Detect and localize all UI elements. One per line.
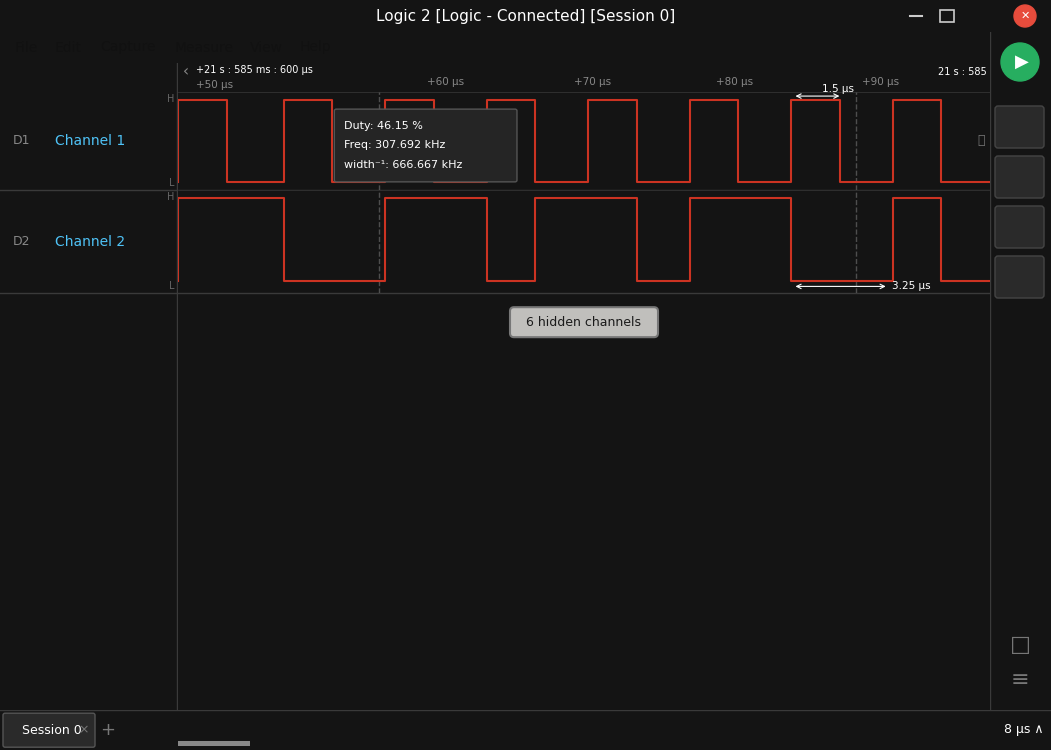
Text: 3.25 μs: 3.25 μs bbox=[892, 281, 931, 292]
Text: +50 µs: +50 µs bbox=[195, 80, 233, 90]
Text: Measure: Measure bbox=[176, 40, 234, 55]
Text: L: L bbox=[168, 178, 174, 188]
FancyBboxPatch shape bbox=[995, 206, 1044, 248]
FancyBboxPatch shape bbox=[995, 256, 1044, 298]
Text: +: + bbox=[101, 721, 116, 739]
Text: View: View bbox=[250, 40, 283, 55]
Text: width⁻¹: 666.667 kHz: width⁻¹: 666.667 kHz bbox=[345, 160, 462, 170]
Circle shape bbox=[1001, 43, 1039, 81]
Text: 1.5 μs: 1.5 μs bbox=[823, 85, 854, 94]
FancyBboxPatch shape bbox=[995, 156, 1044, 198]
Text: ▶: ▶ bbox=[1015, 53, 1029, 71]
Text: +70 µs: +70 µs bbox=[574, 76, 611, 87]
FancyBboxPatch shape bbox=[510, 308, 658, 338]
FancyBboxPatch shape bbox=[995, 106, 1044, 148]
Text: D1: D1 bbox=[14, 134, 30, 148]
FancyBboxPatch shape bbox=[3, 713, 95, 747]
Text: 21 s : 585: 21 s : 585 bbox=[939, 67, 987, 76]
Text: Channel 1: Channel 1 bbox=[55, 134, 125, 148]
Text: +80 µs: +80 µs bbox=[716, 76, 753, 87]
Text: H: H bbox=[167, 94, 174, 104]
Text: +21 s : 585 ms : 600 µs: +21 s : 585 ms : 600 µs bbox=[195, 65, 313, 75]
Text: Capture: Capture bbox=[100, 40, 156, 55]
Text: Session 0: Session 0 bbox=[22, 724, 82, 736]
Text: Channel 2: Channel 2 bbox=[55, 235, 125, 248]
Circle shape bbox=[1014, 5, 1036, 27]
FancyBboxPatch shape bbox=[334, 109, 517, 182]
Text: 8 μs ∧: 8 μs ∧ bbox=[1004, 724, 1043, 736]
FancyBboxPatch shape bbox=[178, 741, 250, 746]
Text: H: H bbox=[167, 192, 174, 202]
Text: Freq: 307.692 kHz: Freq: 307.692 kHz bbox=[345, 140, 446, 151]
Text: ≡: ≡ bbox=[1011, 670, 1029, 690]
Text: +90 µs: +90 µs bbox=[862, 76, 899, 87]
Text: ×: × bbox=[79, 724, 89, 736]
Text: 〜: 〜 bbox=[977, 134, 985, 148]
Text: Edit: Edit bbox=[55, 40, 82, 55]
Text: File: File bbox=[15, 40, 38, 55]
Text: ‹: ‹ bbox=[183, 64, 189, 80]
Text: ✕: ✕ bbox=[1021, 11, 1030, 21]
Text: L: L bbox=[168, 281, 174, 291]
Text: □: □ bbox=[1010, 635, 1030, 655]
Text: Help: Help bbox=[300, 40, 332, 55]
Text: 6 hidden channels: 6 hidden channels bbox=[527, 316, 641, 328]
Text: D2: D2 bbox=[14, 235, 30, 248]
Text: Duty: 46.15 %: Duty: 46.15 % bbox=[345, 121, 424, 131]
Text: +60 µs: +60 µs bbox=[428, 76, 465, 87]
Text: Logic 2 [Logic - Connected] [Session 0]: Logic 2 [Logic - Connected] [Session 0] bbox=[376, 8, 675, 23]
